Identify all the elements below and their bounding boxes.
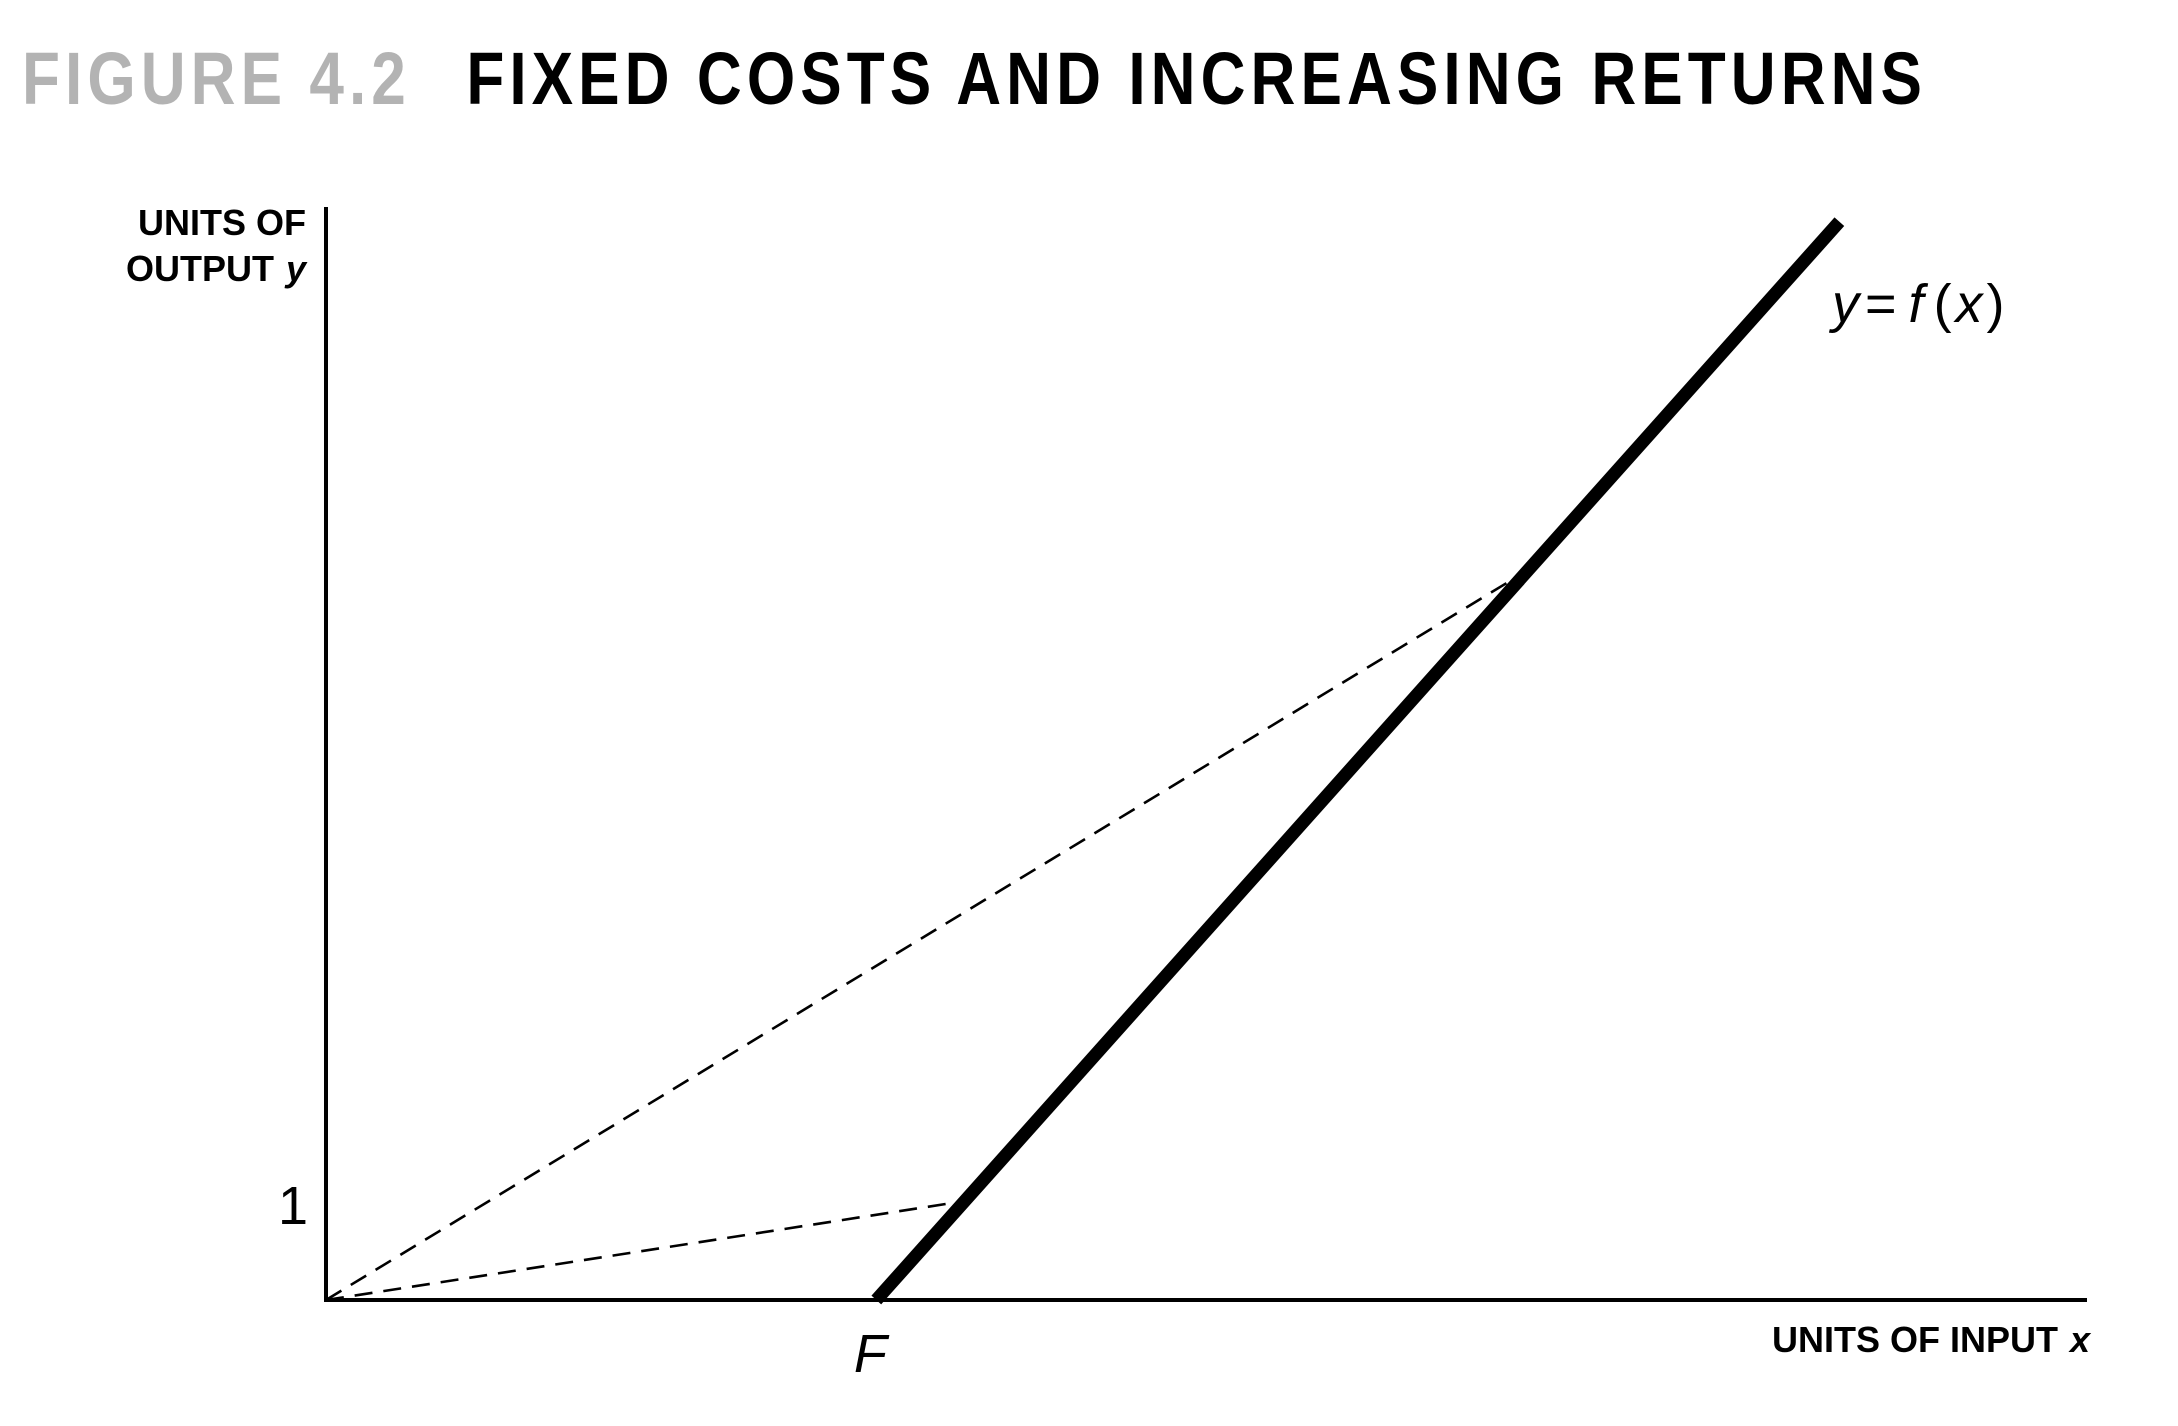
curve-label-open-paren: ( (1934, 274, 1952, 334)
y-axis-label-text: OUTPUT (126, 248, 274, 289)
figure-number: FIGURE 4.2 (22, 37, 411, 120)
y-tick-label-1: 1 (278, 1176, 308, 1236)
x-tick-label-f: F (854, 1324, 890, 1384)
figure-title: FIGURE 4.2 FIXED COSTS AND INCREASING RET… (22, 24, 1927, 134)
x-axis-variable: x (2068, 1319, 2092, 1360)
figure-caption: FIXED COSTS AND INCREASING RETURNS (466, 37, 1928, 120)
x-axis-label: UNITS OF INPUT x (1772, 1319, 2092, 1360)
dashed-ray-1 (325, 1200, 960, 1302)
curve-label-f: f (1909, 274, 1929, 334)
y-axis-label-line2: OUTPUT y (126, 248, 308, 289)
production-function-line-1 (871, 217, 1845, 1305)
y-axis-variable: y (284, 248, 308, 289)
curve-label-equals: = (1865, 274, 1897, 334)
curve-label-y: y (1828, 274, 1862, 334)
curve-label-close-paren: ) (1987, 274, 2005, 334)
x-axis-label-text: UNITS OF INPUT (1772, 1319, 2058, 1360)
dashed-ray-2 (325, 563, 1538, 1302)
curve-label-x: x (1953, 274, 1985, 334)
plot-area (324, 207, 2087, 1305)
y-axis-label-line1: UNITS OF (138, 202, 306, 243)
curve-label: y = f (x) (1828, 274, 2005, 334)
